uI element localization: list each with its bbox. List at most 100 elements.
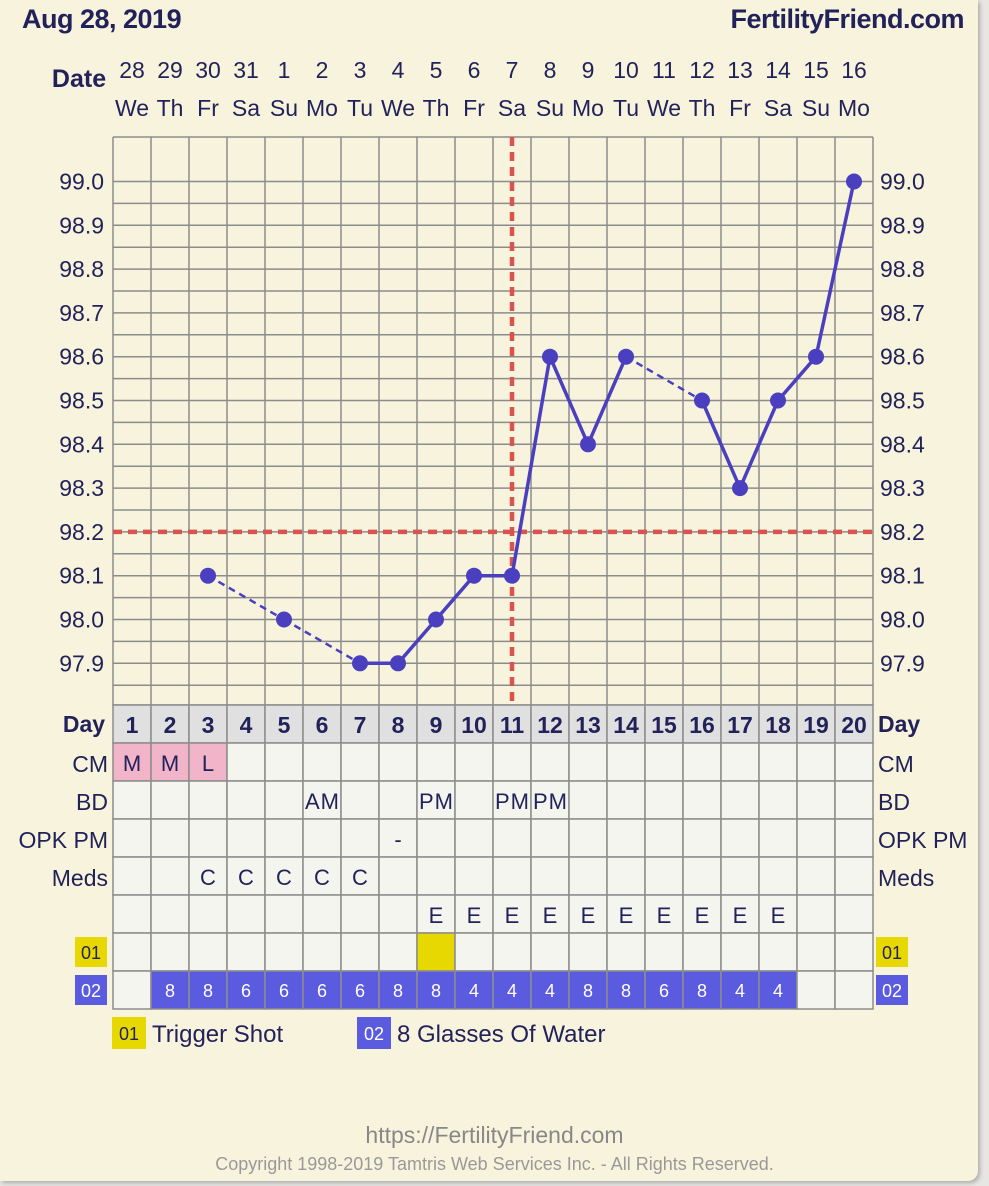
day-cell xyxy=(264,704,304,744)
cm-cell xyxy=(454,742,494,782)
date-tick: 12 xyxy=(689,57,715,83)
meds-label-left: Meds xyxy=(52,865,108,891)
water-cell xyxy=(340,970,380,1010)
water-value: 8 xyxy=(697,981,707,1001)
extra-value: E xyxy=(657,903,672,928)
bd-value: PM xyxy=(419,789,453,814)
weekday-tick: Fr xyxy=(197,95,219,121)
date-tick: 31 xyxy=(233,57,259,83)
weekday-tick: Su xyxy=(536,95,564,121)
bd-cell xyxy=(150,780,190,820)
meds-cell xyxy=(340,856,380,896)
extra-cell xyxy=(150,894,190,934)
water-cell xyxy=(150,970,190,1010)
extra-value: E xyxy=(733,903,748,928)
legend-label: Trigger Shot xyxy=(152,1021,284,1048)
code-badge-right xyxy=(876,937,908,967)
day-cell xyxy=(188,704,228,744)
trigger-cell xyxy=(644,932,684,972)
legend-code: 02 xyxy=(364,1024,384,1044)
water-value: 4 xyxy=(507,981,517,1001)
meds-cell xyxy=(834,856,874,896)
meds-value: C xyxy=(352,865,368,890)
opk-cell xyxy=(340,818,380,858)
water-value: 6 xyxy=(355,981,365,1001)
bd-value: PM xyxy=(533,789,567,814)
extra-cell xyxy=(568,894,608,934)
meds-cell xyxy=(112,856,152,896)
code-badge-text-right: 02 xyxy=(882,981,902,1001)
cm-label-left: CM xyxy=(72,751,108,777)
meds-cell xyxy=(454,856,494,896)
water-value: 6 xyxy=(279,981,289,1001)
date-tick: 5 xyxy=(430,57,443,83)
trigger-cell xyxy=(530,932,570,972)
bd-cell xyxy=(720,780,760,820)
bd-value: PM xyxy=(495,789,529,814)
bd-cell xyxy=(112,780,152,820)
temp-segment xyxy=(776,355,818,402)
y-tick-right: 98.1 xyxy=(880,563,925,589)
day-value: 7 xyxy=(354,712,367,738)
y-tick-right: 98.4 xyxy=(880,431,925,457)
temp-segment xyxy=(396,618,438,665)
weekday-tick: Mo xyxy=(838,95,870,121)
temp-segment xyxy=(814,181,856,358)
water-cell xyxy=(606,970,646,1010)
footer-url[interactable]: https://FertilityFriend.com xyxy=(365,1122,624,1148)
weekday-tick: Sa xyxy=(764,95,792,121)
weekday-tick: Fr xyxy=(463,95,485,121)
date-tick: 8 xyxy=(544,57,557,83)
day-value: 15 xyxy=(651,712,677,738)
code-badge-text-left: 01 xyxy=(81,943,101,963)
opk-cell xyxy=(264,818,304,858)
cm-cell xyxy=(568,742,608,782)
y-tick-left: 98.4 xyxy=(59,431,104,457)
temp-segment xyxy=(700,399,742,489)
extra-cell xyxy=(264,894,304,934)
trigger-cell xyxy=(454,932,494,972)
cm-cell xyxy=(416,742,456,782)
opk-cell xyxy=(720,818,760,858)
y-tick-right: 98.8 xyxy=(880,256,925,282)
temp-segment xyxy=(510,356,552,576)
meds-cell xyxy=(568,856,608,896)
y-tick-left: 98.8 xyxy=(59,256,104,282)
chart-date: Aug 28, 2019 xyxy=(22,4,182,34)
day-value: 10 xyxy=(461,712,487,738)
date-tick: 11 xyxy=(652,57,676,83)
water-value: 6 xyxy=(317,981,327,1001)
opk-cell xyxy=(682,818,722,858)
temp-segment xyxy=(207,574,285,621)
extra-value: E xyxy=(429,903,444,928)
temp-point xyxy=(390,655,406,672)
weekday-tick: Tu xyxy=(347,95,373,121)
date-tick: 3 xyxy=(354,57,367,83)
day-value: 5 xyxy=(278,712,291,738)
extra-value: E xyxy=(581,903,596,928)
opk-cell xyxy=(758,818,798,858)
weekday-tick: Sa xyxy=(498,95,526,121)
date-tick: 7 xyxy=(506,57,519,83)
day-value: 12 xyxy=(537,712,563,738)
extra-value: E xyxy=(505,903,520,928)
day-value: 3 xyxy=(202,712,215,738)
y-tick-left: 98.3 xyxy=(59,475,104,501)
y-tick-left: 98.7 xyxy=(59,300,104,326)
cm-cell xyxy=(758,742,798,782)
water-value: 8 xyxy=(203,981,213,1001)
site-name[interactable]: FertilityFriend.com xyxy=(730,4,964,34)
trigger-cell xyxy=(834,932,874,972)
day-cell xyxy=(796,704,836,744)
bd-label-right: BD xyxy=(878,789,910,815)
cm-value: L xyxy=(202,751,214,776)
meds-cell xyxy=(416,856,456,896)
bd-cell xyxy=(188,780,228,820)
water-cell xyxy=(834,970,874,1010)
cm-cell xyxy=(644,742,684,782)
day-cell xyxy=(758,704,798,744)
temp-point xyxy=(542,348,558,365)
water-cell xyxy=(378,970,418,1010)
extra-value: E xyxy=(543,903,558,928)
cm-cell xyxy=(834,742,874,782)
